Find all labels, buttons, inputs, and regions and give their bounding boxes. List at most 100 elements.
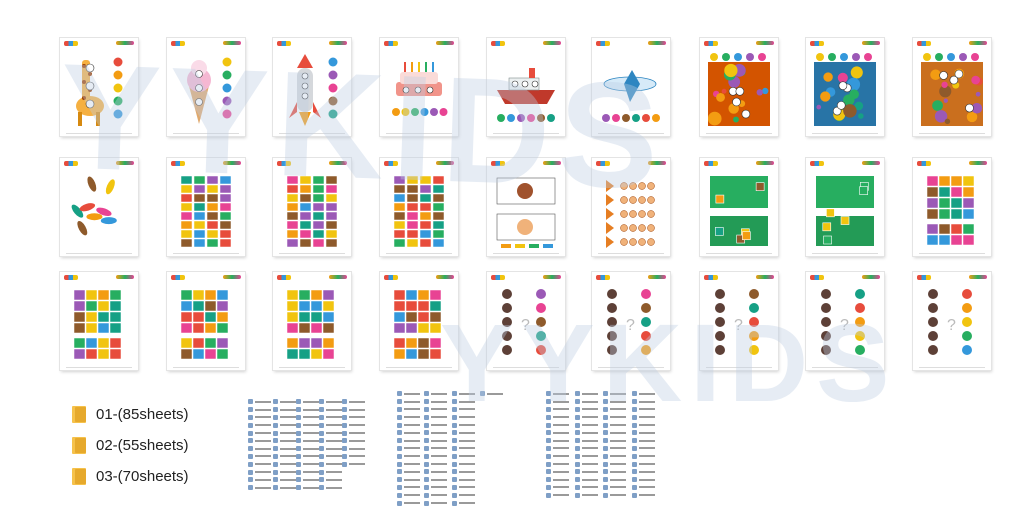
file-list-item[interactable] [424,484,447,492]
file-list-item[interactable] [319,460,342,468]
file-list-item[interactable] [296,414,319,422]
file-list-item[interactable] [273,460,296,468]
worksheet-thumbnail[interactable] [913,158,991,256]
file-list-item[interactable] [452,445,475,453]
file-list-item[interactable] [452,437,475,445]
file-list-item[interactable] [273,437,296,445]
file-list-item[interactable] [273,453,296,461]
file-list-item[interactable] [603,390,626,398]
file-list-item[interactable] [575,452,598,460]
file-list-item[interactable] [546,437,569,445]
file-list-item[interactable] [397,499,420,507]
file-list-item[interactable] [603,460,626,468]
file-list-item[interactable] [397,452,420,460]
file-list-item[interactable] [546,445,569,453]
worksheet-thumbnail[interactable] [380,272,458,370]
file-list-item[interactable] [248,453,271,461]
worksheet-thumbnail[interactable] [700,158,778,256]
file-list-item[interactable] [575,398,598,406]
file-list-item[interactable] [397,429,420,437]
file-list-item[interactable] [397,491,420,499]
file-list-item[interactable] [603,421,626,429]
file-list-item[interactable] [424,406,447,414]
file-list-item[interactable] [603,398,626,406]
file-list-item[interactable] [452,476,475,484]
file-list-item[interactable] [273,476,296,484]
file-list-item[interactable] [575,476,598,484]
file-list-item[interactable] [424,476,447,484]
file-list-item[interactable] [424,445,447,453]
file-list-item[interactable] [248,468,271,476]
file-list-item[interactable] [575,390,598,398]
file-list-item[interactable] [424,429,447,437]
file-list-item[interactable] [546,413,569,421]
file-list-item[interactable] [319,453,342,461]
file-list-item[interactable] [452,460,475,468]
file-list-item[interactable] [575,460,598,468]
worksheet-thumbnail[interactable] [167,158,245,256]
file-list-item[interactable] [248,421,271,429]
file-list-item[interactable] [397,413,420,421]
file-list-item[interactable] [603,429,626,437]
file-list-item[interactable] [319,437,342,445]
file-list-item[interactable] [273,468,296,476]
file-list-item[interactable] [248,437,271,445]
file-list-item[interactable] [575,413,598,421]
file-list-item[interactable] [603,484,626,492]
file-list-item[interactable] [248,476,271,484]
file-list-item[interactable] [273,484,296,492]
file-list-item[interactable] [296,453,319,461]
file-list-item[interactable] [397,445,420,453]
file-list-item[interactable] [452,484,475,492]
file-list-item[interactable] [248,398,271,406]
file-list-item[interactable] [342,460,365,468]
file-list-item[interactable] [603,476,626,484]
file-list-item[interactable] [248,406,271,414]
file-list-item[interactable] [424,499,447,507]
file-list-item[interactable] [342,445,365,453]
worksheet-thumbnail[interactable] [487,158,565,256]
worksheet-thumbnail[interactable] [273,38,351,136]
file-list-item[interactable] [424,398,447,406]
folder-item-01[interactable]: 01-(85sheets) [72,402,222,426]
file-list-item[interactable] [546,421,569,429]
file-list-item[interactable] [424,390,447,398]
file-list-item[interactable] [546,484,569,492]
file-list-item[interactable] [424,491,447,499]
worksheet-thumbnail[interactable] [592,38,670,136]
file-list-item[interactable] [319,445,342,453]
file-list-item[interactable] [632,429,655,437]
worksheet-thumbnail[interactable] [806,158,884,256]
file-list-item[interactable] [452,468,475,476]
worksheet-thumbnail[interactable] [380,158,458,256]
file-list-item[interactable] [319,468,342,476]
file-list-item[interactable] [546,468,569,476]
file-list-item[interactable] [397,484,420,492]
file-list-item[interactable] [342,437,365,445]
file-list-item[interactable] [632,437,655,445]
file-list-item[interactable] [296,398,319,406]
file-list-item[interactable] [319,421,342,429]
file-list-item[interactable] [632,452,655,460]
file-list-item[interactable] [452,429,475,437]
file-list-item[interactable] [273,406,296,414]
file-list-item[interactable] [397,406,420,414]
file-list-item[interactable] [319,406,342,414]
file-list-item[interactable] [452,452,475,460]
worksheet-thumbnail[interactable] [380,38,458,136]
file-list-item[interactable] [452,491,475,499]
file-list-item[interactable] [424,460,447,468]
worksheet-thumbnail[interactable] [913,38,991,136]
file-list-item[interactable] [342,421,365,429]
file-list-item[interactable] [248,414,271,422]
file-list-item[interactable] [480,390,503,398]
file-list-item[interactable] [397,460,420,468]
file-list-item[interactable] [632,468,655,476]
file-list-item[interactable] [273,414,296,422]
file-list-item[interactable] [632,484,655,492]
file-list-item[interactable] [575,437,598,445]
file-list-item[interactable] [273,421,296,429]
file-list-item[interactable] [248,460,271,468]
file-list-item[interactable] [319,429,342,437]
file-list-item[interactable] [632,445,655,453]
